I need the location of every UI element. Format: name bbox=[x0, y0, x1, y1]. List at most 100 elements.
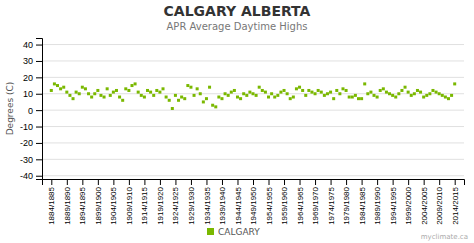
point bbox=[217, 96, 220, 99]
x-tick: 1979/1980 bbox=[342, 179, 351, 225]
point bbox=[298, 86, 301, 89]
point bbox=[90, 96, 93, 99]
point bbox=[394, 96, 397, 99]
x-tick: 1984/1985 bbox=[358, 179, 367, 225]
point bbox=[103, 96, 106, 99]
point bbox=[326, 92, 329, 95]
point bbox=[56, 84, 59, 87]
x-tick: 1999/2000 bbox=[404, 179, 413, 225]
grid-line bbox=[42, 77, 464, 78]
point bbox=[165, 96, 168, 99]
point bbox=[438, 92, 441, 95]
point bbox=[441, 94, 444, 97]
point bbox=[450, 94, 453, 97]
grid-line bbox=[42, 126, 464, 127]
y-tick-mark bbox=[36, 127, 42, 128]
x-tick-mark bbox=[237, 179, 238, 185]
x-tick: 1894/1895 bbox=[78, 179, 87, 225]
point bbox=[127, 89, 130, 92]
x-tick: 1989/1990 bbox=[373, 179, 382, 225]
y-tick-mark bbox=[36, 159, 42, 160]
y-tick: 0 bbox=[28, 106, 42, 116]
x-tick-label: 2014/2015 bbox=[451, 186, 460, 224]
subtitle: APR Average Daytime Highs bbox=[167, 21, 308, 32]
y-tick: 20 bbox=[23, 73, 42, 83]
grid bbox=[42, 45, 464, 176]
point bbox=[211, 104, 214, 107]
point bbox=[134, 82, 137, 85]
point bbox=[146, 89, 149, 92]
point bbox=[416, 89, 419, 92]
point bbox=[171, 107, 174, 110]
y-tick-label: -20 bbox=[20, 138, 33, 148]
point bbox=[419, 91, 422, 94]
x-tick: 1929/1930 bbox=[187, 179, 196, 225]
y-tick: 30 bbox=[23, 56, 42, 66]
point bbox=[109, 94, 112, 97]
point bbox=[121, 99, 124, 102]
point bbox=[224, 92, 227, 95]
y-tick: -30 bbox=[20, 155, 42, 165]
x-tick-mark bbox=[160, 179, 161, 185]
point bbox=[332, 97, 335, 100]
x-tick-label: 1934/1935 bbox=[203, 186, 212, 224]
grid-line bbox=[42, 175, 464, 176]
x-tick: 1899/1900 bbox=[94, 179, 103, 225]
point bbox=[149, 91, 152, 94]
point bbox=[431, 89, 434, 92]
x-tick-mark bbox=[144, 179, 145, 185]
y-tick: -20 bbox=[20, 138, 42, 148]
point bbox=[428, 92, 431, 95]
x-tick-mark bbox=[67, 179, 68, 185]
point bbox=[444, 96, 447, 99]
point bbox=[143, 96, 146, 99]
point bbox=[168, 99, 171, 102]
x-tick-mark bbox=[455, 179, 456, 185]
point bbox=[317, 89, 320, 92]
x-tick-mark bbox=[284, 179, 285, 185]
x-tick-mark bbox=[346, 179, 347, 185]
x-tick: 1884/1885 bbox=[47, 179, 56, 225]
point bbox=[314, 92, 317, 95]
title: CALGARY ALBERTA bbox=[164, 3, 311, 19]
x-tick-label: 1959/1960 bbox=[280, 186, 289, 224]
grid-line bbox=[42, 93, 464, 94]
point bbox=[130, 84, 133, 87]
x-tick-label: 1969/1970 bbox=[311, 186, 320, 224]
point bbox=[202, 100, 205, 103]
point bbox=[351, 96, 354, 99]
point bbox=[295, 87, 298, 90]
x-tick-label: 1894/1895 bbox=[78, 186, 87, 224]
y-tick-mark bbox=[36, 110, 42, 111]
point bbox=[354, 94, 357, 97]
x-tick-mark bbox=[269, 179, 270, 185]
point bbox=[115, 89, 118, 92]
legend-swatch bbox=[207, 228, 214, 235]
point bbox=[99, 94, 102, 97]
x-tick: 1959/1960 bbox=[280, 179, 289, 225]
x-tick-label: 1984/1985 bbox=[358, 186, 367, 224]
y-axis-title: Degrees (C) bbox=[5, 82, 15, 136]
x-tick-mark bbox=[408, 179, 409, 185]
point bbox=[118, 96, 121, 99]
point bbox=[385, 91, 388, 94]
chart: -40-30-20-100102030401884/18851889/18901… bbox=[0, 0, 474, 243]
legend: CALGARY bbox=[207, 227, 260, 237]
point bbox=[236, 96, 239, 99]
point bbox=[81, 86, 84, 89]
point bbox=[341, 87, 344, 90]
y-tick-label: -10 bbox=[20, 122, 33, 132]
x-tick: 1964/1965 bbox=[296, 179, 305, 225]
point bbox=[301, 89, 304, 92]
point bbox=[447, 97, 450, 100]
point bbox=[158, 91, 161, 94]
x-tick-label: 1924/1925 bbox=[171, 186, 180, 224]
point bbox=[140, 94, 143, 97]
y-axis: -40-30-20-10010203040 bbox=[20, 39, 43, 182]
point bbox=[360, 97, 363, 100]
point bbox=[239, 97, 242, 100]
x-tick-label: 1909/1910 bbox=[125, 186, 134, 224]
x-axis: 1884/18851889/18901894/18951899/19001904… bbox=[43, 179, 465, 225]
x-tick: 2009/2010 bbox=[435, 179, 444, 225]
point bbox=[391, 94, 394, 97]
